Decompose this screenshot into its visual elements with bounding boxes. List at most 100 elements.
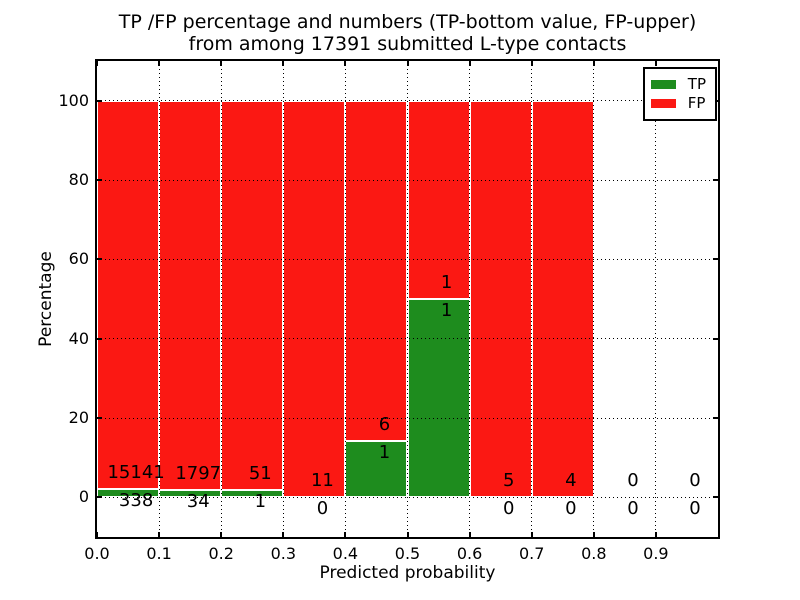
- fp-count-label: 1: [440, 272, 453, 293]
- x-tick-label: 0.5: [394, 544, 421, 563]
- bar-segment-tp: [345, 440, 408, 498]
- plot-area: Predicted probability Percentage TP FP 0.…: [36, 59, 720, 583]
- y-tick-mark-right: [713, 496, 718, 499]
- x-tick-mark-top: [468, 61, 471, 66]
- bar-segment-fp: [97, 100, 160, 489]
- x-tick-mark: [654, 532, 657, 537]
- y-tick-mark: [97, 417, 102, 419]
- gridline-vertical: [344, 61, 346, 537]
- x-tick-label: 0.8: [581, 544, 607, 563]
- y-tick-label: 80: [68, 170, 89, 189]
- tp-count-label: 0: [627, 498, 639, 520]
- legend-swatch-fp: [650, 98, 676, 108]
- bar-segment-fp: [283, 100, 346, 498]
- x-tick-mark: [282, 532, 285, 537]
- x-tick-mark-top: [96, 61, 98, 66]
- legend: TP FP: [642, 67, 717, 121]
- bar-segment-fp: [159, 100, 222, 490]
- x-tick-label: 0.3: [270, 544, 297, 563]
- x-tick-mark: [530, 532, 533, 537]
- x-tick-mark-top: [406, 61, 409, 66]
- legend-label-fp: FP: [687, 94, 706, 112]
- x-tick-mark-top: [654, 61, 657, 66]
- x-tick-label: 0.1: [146, 544, 172, 563]
- gridline-vertical: [407, 61, 408, 537]
- fp-count-label: 6: [378, 413, 391, 435]
- tp-count-label: 0: [689, 498, 701, 520]
- tp-count-label: 34: [186, 490, 210, 512]
- x-axis-label: Predicted probability: [319, 563, 496, 583]
- y-tick-label: 100: [58, 90, 89, 110]
- chart-title-line2: from among 17391 submitted L-type contac…: [188, 33, 627, 55]
- gridline-vertical: [531, 61, 533, 537]
- x-tick-mark-top: [344, 61, 347, 66]
- bar-segment-tp: [159, 489, 222, 498]
- chart-title: TP /FP percentage and numbers (TP-bottom…: [97, 11, 718, 55]
- tp-count-label: 0: [502, 498, 515, 520]
- x-tick-label: 0.9: [643, 544, 669, 563]
- gridline-vertical: [158, 61, 160, 537]
- x-tick-label: 0.6: [456, 544, 483, 563]
- gridline-vertical: [655, 61, 657, 537]
- x-tick-mark: [158, 532, 161, 537]
- x-tick-label: 0.4: [332, 544, 359, 563]
- x-tick-mark-top: [220, 61, 223, 66]
- fp-count-label: 0: [627, 470, 639, 492]
- bar-segment-fp: [407, 100, 470, 299]
- y-tick-label: 20: [68, 408, 89, 427]
- y-tick-mark-right: [713, 337, 718, 340]
- gridline-vertical: [220, 61, 222, 537]
- gridline-vertical: [282, 61, 284, 537]
- bar-segment-fp: [469, 100, 532, 498]
- y-tick-label: 0: [78, 487, 89, 507]
- x-tick-mark: [96, 532, 98, 537]
- fp-count-label: 4: [565, 470, 577, 492]
- bar-segment-tp: [407, 299, 470, 498]
- chart-title-line1: TP /FP percentage and numbers (TP-bottom…: [118, 11, 697, 33]
- bar-segment-fp: [221, 100, 284, 490]
- x-tick-mark-top: [592, 61, 595, 66]
- gridline-vertical: [469, 61, 471, 537]
- fp-count-label: 1797: [175, 462, 222, 484]
- x-tick-mark: [468, 532, 471, 537]
- fp-count-label: 15141: [107, 461, 165, 483]
- y-tick-mark: [97, 99, 102, 102]
- fp-count-label: 0: [689, 470, 701, 492]
- gridline-vertical: [593, 61, 595, 537]
- bar-segment-fp: [531, 100, 594, 498]
- legend-label-tp: TP: [687, 75, 706, 93]
- y-tick-mark: [97, 258, 102, 261]
- fp-count-label: 51: [248, 462, 272, 484]
- y-tick-mark: [97, 179, 102, 181]
- y-tick-mark: [97, 337, 102, 340]
- fp-count-label: 11: [310, 470, 334, 492]
- fp-count-label: 5: [502, 470, 515, 492]
- x-tick-label: 0.7: [518, 544, 545, 563]
- y-tick-mark-right: [713, 417, 718, 419]
- y-tick-mark-right: [713, 179, 718, 181]
- y-tick-label: 60: [68, 249, 89, 269]
- x-tick-mark-top: [158, 61, 161, 66]
- legend-swatch-tp: [650, 79, 676, 89]
- x-tick-mark: [592, 532, 595, 537]
- x-tick-mark: [406, 532, 409, 537]
- tp-count-label: 1: [378, 441, 391, 463]
- y-tick-mark-right: [713, 258, 718, 261]
- legend-row-tp: TP: [650, 75, 706, 93]
- x-tick-label: 0.2: [208, 544, 234, 563]
- legend-row-fp: FP: [650, 94, 706, 112]
- tp-count-label: 0: [565, 498, 577, 520]
- bar-segment-fp: [345, 100, 408, 441]
- y-tick-label: 40: [68, 328, 89, 348]
- x-tick-mark: [220, 532, 223, 537]
- x-tick-mark-top: [530, 61, 533, 66]
- x-tick-mark: [344, 532, 347, 537]
- x-tick-label: 0.0: [84, 544, 110, 563]
- y-tick-mark: [97, 496, 102, 499]
- tp-count-label: 338: [118, 489, 154, 511]
- tp-count-label: 1: [254, 490, 267, 512]
- x-tick-mark-top: [282, 61, 285, 66]
- tp-count-label: 1: [440, 300, 453, 321]
- tp-count-label: 0: [316, 498, 329, 520]
